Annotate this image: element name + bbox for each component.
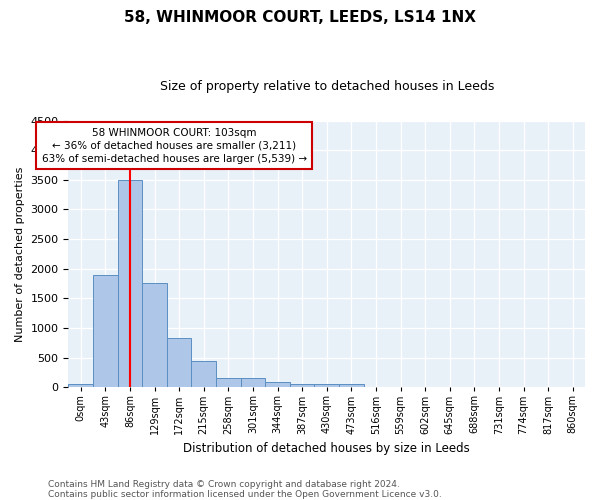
X-axis label: Distribution of detached houses by size in Leeds: Distribution of detached houses by size … (184, 442, 470, 455)
Text: 58, WHINMOOR COURT, LEEDS, LS14 1NX: 58, WHINMOOR COURT, LEEDS, LS14 1NX (124, 10, 476, 25)
Bar (339, 384, 364, 388)
Text: Contains public sector information licensed under the Open Government Licence v3: Contains public sector information licen… (48, 490, 442, 499)
Bar (93, 274, 118, 388)
Bar (265, 382, 290, 388)
Bar (241, 378, 265, 388)
Bar (216, 378, 241, 388)
Text: Contains HM Land Registry data © Crown copyright and database right 2024.: Contains HM Land Registry data © Crown c… (48, 480, 400, 489)
Bar (290, 384, 314, 388)
Text: 58 WHINMOOR COURT: 103sqm
← 36% of detached houses are smaller (3,211)
63% of se: 58 WHINMOOR COURT: 103sqm ← 36% of detac… (41, 128, 307, 164)
Bar (167, 338, 191, 388)
Bar (314, 384, 339, 388)
Title: Size of property relative to detached houses in Leeds: Size of property relative to detached ho… (160, 80, 494, 93)
Y-axis label: Number of detached properties: Number of detached properties (15, 166, 25, 342)
Bar (191, 360, 216, 388)
Bar (118, 180, 142, 388)
Bar (142, 283, 167, 388)
Bar (68, 384, 93, 388)
